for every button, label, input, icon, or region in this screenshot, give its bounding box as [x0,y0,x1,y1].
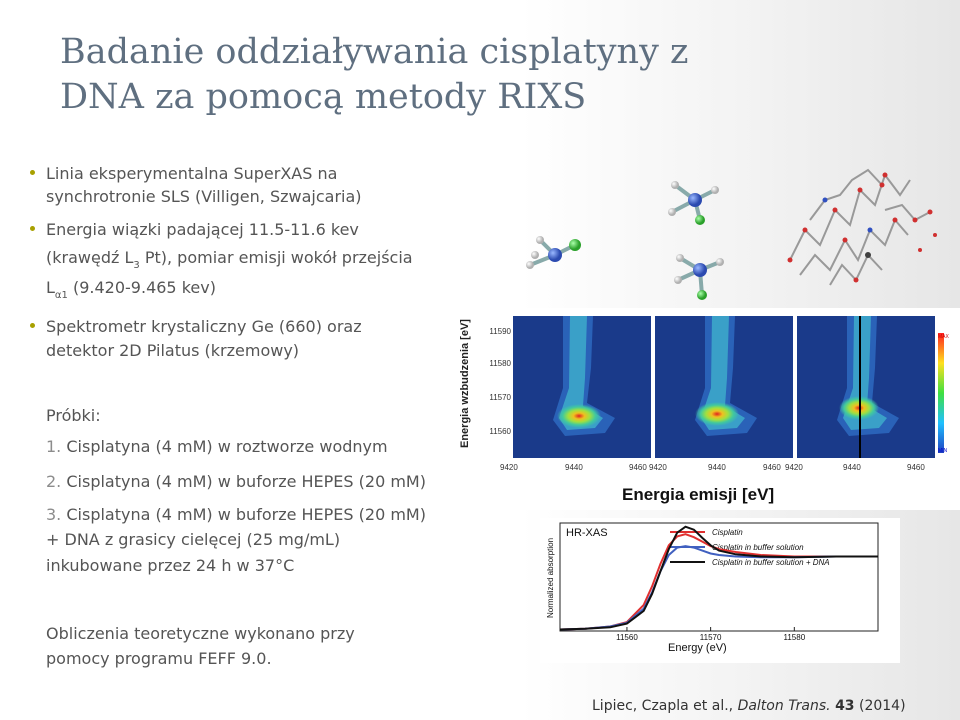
rixs-x-tick: 9420 [649,463,667,472]
cisplatin-molecule-3 [674,254,724,300]
bullet-dot [30,226,35,231]
slide-title: Badanie oddziaływania cisplatyny z DNA z… [60,32,689,117]
xas-plot-frame [559,522,879,632]
calculation-note: pomocy programu FEFF 9.0. [46,649,272,668]
rixs-y-tick: 11580 [489,359,511,368]
bullet-line: (krawędź L3 Pt), pomiar emisji wokół prz… [46,248,413,271]
bullet-line: synchrotronie SLS (Villigen, Szwajcaria) [46,187,362,206]
xas-x-label: Energy (eV) [668,642,727,654]
xas-chart: HR-XAS Normalized absorption Cisplatin C… [540,518,900,663]
xas-background [540,518,900,663]
rixs-x-tick: 9440 [708,463,726,472]
sample-item-cont: + DNA z grasicy cielęcej (25 mg/mL) [46,530,341,549]
rixs-y-tick: 11570 [489,393,511,402]
xas-x-tick-label: 11560 [616,633,638,642]
molecule-illustrations [526,168,937,300]
citation: Lipiec, Czapla et al., Dalton Trans. 43 … [592,698,906,714]
sample-item: 2. Cisplatyna (4 mM) w buforze HEPES (20… [46,472,426,491]
xas-series-line-3 [559,525,878,631]
rixs-x-tick: 9420 [785,463,803,472]
rixs-y-tick: 11590 [489,327,511,336]
rixs-panel-3 [797,316,935,458]
legend-label: Cisplatin in buffer solution [712,543,804,552]
xas-x-tick-label: 11570 [700,633,722,642]
rixs-x-tick: 9460 [907,463,925,472]
colorbar-min-label: MIN [938,448,948,454]
rixs-x-tick: 9460 [763,463,781,472]
bullet-line: Linia eksperymentalna SuperXAS na [46,164,338,183]
samples-label: Próbki: [46,406,101,425]
xas-x-ticks: 11560 11570 11580 [616,627,806,642]
bullet-line: Energia wiązki padającej 11.5-11.6 kev [46,220,359,239]
rixs-x-label: Energia emisji [eV] [622,485,774,504]
rixs-colorbar [938,333,944,453]
xas-title: HR-XAS [566,527,608,539]
rixs-x-tick: 9420 [500,463,518,472]
bullet-dot [30,170,35,175]
rixs-x-tick: 9460 [629,463,647,472]
rixs-x-tick: 9440 [565,463,583,472]
rixs-panel-2 [655,316,793,458]
xas-y-label: Normalized absorption [546,538,555,618]
cisplatin-molecule-2 [668,181,719,225]
bullet-dot [30,323,35,328]
rixs-map-figure: Energia wzbudzenia [eV] 11590 11580 1157… [455,308,960,510]
colorbar-max-label: MAX [938,334,950,340]
cisplatin-molecule-1 [526,236,581,269]
bullet-line: Spektrometr krystaliczny Ge (660) oraz [46,317,362,336]
sample-item: 3. Cisplatyna (4 mM) w buforze HEPES (20… [46,505,426,524]
bullet-line: detektor 2D Pilatus (krzemowy) [46,341,300,360]
legend-label: Cisplatin [712,528,743,537]
sample-item: 1. Cisplatyna (4 mM) w roztworze wodnym [46,437,388,456]
rixs-y-tick: 11560 [489,427,511,436]
xas-series-group [559,525,878,631]
dna-atom-dots [787,172,937,283]
sample-item-cont: inkubowane przez 24 h w 37°C [46,556,295,575]
rixs-panel-1 [513,316,651,458]
calculation-note: Obliczenia teoretyczne wykonano przy [46,624,355,643]
rixs-x-tick: 9440 [843,463,861,472]
xas-x-tick-label: 11580 [783,633,805,642]
dna-cisplatin-complex [789,168,931,286]
bullet-line: Lα1 (9.420-9.465 kev) [46,278,216,301]
legend-label: Cisplatin in buffer solution + DNA [712,558,830,567]
rixs-y-label: Energia wzbudzenia [eV] [459,319,471,448]
